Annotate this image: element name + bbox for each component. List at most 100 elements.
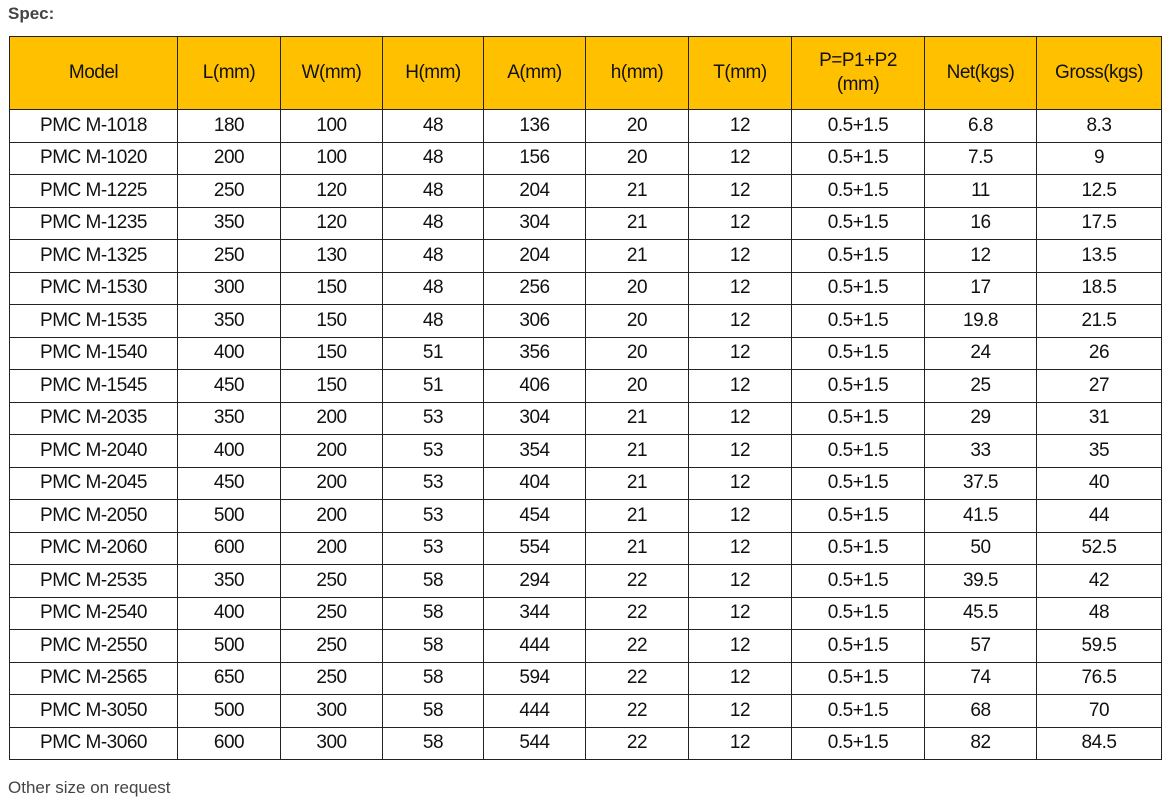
table-cell: PMC M-3050 — [9, 694, 178, 728]
table-cell: 22 — [585, 726, 689, 760]
table-cell: 200 — [280, 401, 383, 435]
table-cell: 0.5+1.5 — [791, 466, 925, 500]
table-cell: 12 — [688, 109, 792, 143]
table-cell: PMC M-1530 — [9, 271, 178, 305]
table-cell: 250 — [177, 239, 281, 273]
table-row: PMC M-1225 250 120 48 204 21 12 0.5+1.5 11 12.5 — [9, 174, 1162, 208]
table-cell: 17.5 — [1036, 206, 1162, 240]
table-cell: 12 — [688, 564, 792, 598]
table-cell: 120 — [280, 174, 383, 208]
table-cell: 300 — [280, 694, 383, 728]
table-cell: 444 — [483, 694, 586, 728]
table-cell: 31 — [1036, 401, 1162, 435]
table-cell: 0.5+1.5 — [791, 304, 925, 338]
table-row: PMC M-1540 400 150 51 356 20 12 0.5+1.5 24 26 — [9, 336, 1162, 370]
table-cell: 0.5+1.5 — [791, 564, 925, 598]
table-row: PMC M-1545 450 150 51 406 20 12 0.5+1.5 25 27 — [9, 369, 1162, 403]
table-row: PMC M-1020 200 100 48 156 20 12 0.5+1.5 7.5 9 — [9, 141, 1162, 175]
table-cell: 48 — [382, 141, 484, 175]
table-cell: 6.8 — [924, 109, 1037, 143]
table-cell: 650 — [177, 661, 281, 695]
table-cell: 0.5+1.5 — [791, 239, 925, 273]
table-cell: 12 — [688, 466, 792, 500]
table-cell: 0.5+1.5 — [791, 629, 925, 663]
table-row: PMC M-2040 400 200 53 354 21 12 0.5+1.5 33 35 — [9, 434, 1162, 468]
table-row: PMC M-2535 350 250 58 294 22 12 0.5+1.5 39.5 42 — [9, 564, 1162, 598]
table-cell: PMC M-2565 — [9, 661, 178, 695]
table-cell: 12 — [688, 336, 792, 370]
table-cell: 37.5 — [924, 466, 1037, 500]
table-cell: 53 — [382, 434, 484, 468]
table-cell: 22 — [585, 661, 689, 695]
table-cell: 0.5+1.5 — [791, 401, 925, 435]
table-cell: 450 — [177, 466, 281, 500]
table-row: PMC M-2550 500 250 58 444 22 12 0.5+1.5 57 59.5 — [9, 629, 1162, 663]
table-cell: 44 — [1036, 499, 1162, 533]
table-cell: 400 — [177, 336, 281, 370]
table-cell: 454 — [483, 499, 586, 533]
table-cell: 12 — [688, 174, 792, 208]
table-cell: 250 — [280, 661, 383, 695]
table-cell: 8.3 — [1036, 109, 1162, 143]
table-cell: 21 — [585, 434, 689, 468]
table-cell: 12.5 — [1036, 174, 1162, 208]
table-cell: 100 — [280, 109, 383, 143]
table-cell: 304 — [483, 401, 586, 435]
table-cell: 0.5+1.5 — [791, 336, 925, 370]
table-cell: 294 — [483, 564, 586, 598]
table-cell: 48 — [382, 206, 484, 240]
table-row: PMC M-2045 450 200 53 404 21 12 0.5+1.5 37.5 40 — [9, 466, 1162, 500]
table-cell: 130 — [280, 239, 383, 273]
table-cell: 76.5 — [1036, 661, 1162, 695]
table-cell: 500 — [177, 499, 281, 533]
table-cell: PMC M-2550 — [9, 629, 178, 663]
table-cell: 250 — [177, 174, 281, 208]
table-cell: 0.5+1.5 — [791, 141, 925, 175]
table-cell: 0.5+1.5 — [791, 434, 925, 468]
table-cell: 70 — [1036, 694, 1162, 728]
table-cell: 0.5+1.5 — [791, 499, 925, 533]
table-cell: 48 — [382, 304, 484, 338]
table-cell: 41.5 — [924, 499, 1037, 533]
table-cell: 12 — [688, 141, 792, 175]
table-cell: 26 — [1036, 336, 1162, 370]
table-cell: PMC M-1235 — [9, 206, 178, 240]
table-cell: PMC M-1540 — [9, 336, 178, 370]
table-row: PMC M-1325 250 130 48 204 21 12 0.5+1.5 12 13.5 — [9, 239, 1162, 273]
table-cell: 53 — [382, 499, 484, 533]
table-cell: 554 — [483, 531, 586, 565]
table-cell: 350 — [177, 564, 281, 598]
table-cell: 20 — [585, 109, 689, 143]
table-cell: 48 — [1036, 596, 1162, 630]
table-cell: 0.5+1.5 — [791, 726, 925, 760]
table-cell: 51 — [382, 336, 484, 370]
table-cell: PMC M-2540 — [9, 596, 178, 630]
table-cell: PMC M-1545 — [9, 369, 178, 403]
table-cell: 58 — [382, 629, 484, 663]
table-row: PMC M-2050 500 200 53 454 21 12 0.5+1.5 41.5 44 — [9, 499, 1162, 533]
table-row: PMC M-2060 600 200 53 554 21 12 0.5+1.5 50 52.5 — [9, 531, 1162, 565]
table-cell: 21 — [585, 239, 689, 273]
table-cell: 42 — [1036, 564, 1162, 598]
table-cell: 404 — [483, 466, 586, 500]
table-cell: 58 — [382, 694, 484, 728]
table-row: PMC M-1235 350 120 48 304 21 12 0.5+1.5 16 17.5 — [9, 206, 1162, 240]
table-cell: PMC M-1020 — [9, 141, 178, 175]
table-cell: 12 — [688, 304, 792, 338]
table-cell: 600 — [177, 531, 281, 565]
table-cell: 40 — [1036, 466, 1162, 500]
table-cell: PMC M-2040 — [9, 434, 178, 468]
table-cell: 350 — [177, 401, 281, 435]
table-cell: 53 — [382, 466, 484, 500]
table-row: PMC M-1018 180 100 48 136 20 12 0.5+1.5 6.8 8.3 — [9, 109, 1162, 143]
column-header: W(mm) — [280, 36, 383, 110]
table-cell: 150 — [280, 336, 383, 370]
table-cell: 400 — [177, 596, 281, 630]
table-cell: PMC M-2050 — [9, 499, 178, 533]
table-cell: 29 — [924, 401, 1037, 435]
table-cell: 21 — [585, 174, 689, 208]
table-cell: 21 — [585, 531, 689, 565]
table-cell: 7.5 — [924, 141, 1037, 175]
table-cell: 12 — [688, 239, 792, 273]
table-cell: 12 — [688, 206, 792, 240]
